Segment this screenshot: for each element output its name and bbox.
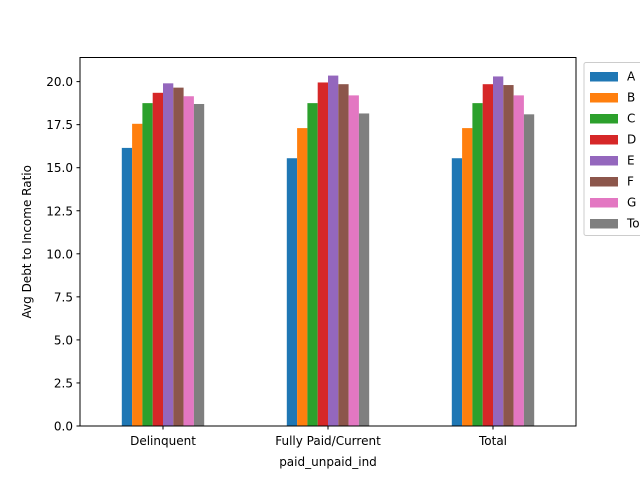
bar-A-1: [286, 158, 298, 427]
y-tick-label: 12.5: [46, 204, 73, 218]
legend-swatch-F: [590, 177, 618, 187]
y-tick-label: 17.5: [46, 118, 73, 132]
y-tick-label: 5.0: [54, 333, 73, 347]
bar-To-1: [358, 113, 370, 427]
x-tick-label: Fully Paid/Current: [275, 434, 381, 448]
bar-B-1: [297, 128, 308, 426]
bar-G-1: [348, 95, 359, 426]
legend-swatch-D: [590, 135, 618, 145]
bar-D-2: [482, 84, 493, 426]
x-axis-label: paid_unpaid_ind: [279, 455, 377, 469]
bars-group: [121, 75, 535, 427]
bar-B-2: [462, 128, 473, 426]
y-tick-label: 2.5: [54, 376, 73, 390]
y-axis-ticks: 0.0 2.5 5.0 7.5 10.0 12.5 15.0 17.5 20.0: [46, 75, 80, 434]
y-tick-label: 20.0: [46, 75, 73, 89]
bar-D-0: [152, 92, 163, 427]
legend-label-F: F: [627, 175, 634, 189]
x-tick-label: Total: [478, 434, 507, 448]
y-tick-label: 7.5: [54, 290, 73, 304]
y-tick-label: 15.0: [46, 161, 73, 175]
bar-C-2: [472, 103, 483, 426]
bar-F-2: [503, 85, 514, 427]
bar-F-1: [338, 84, 349, 426]
bar-F-0: [173, 87, 184, 426]
bar-E-2: [493, 76, 504, 426]
plot-area-frame: [79, 57, 577, 427]
bar-C-1: [307, 103, 318, 426]
legend-label-A: A: [627, 70, 636, 84]
legend-label-G: G: [627, 196, 636, 210]
y-tick-label: 0.0: [54, 420, 73, 434]
legend-swatch-B: [590, 93, 618, 103]
legend-label-C: C: [627, 112, 635, 126]
bar-To-0: [193, 103, 205, 427]
y-tick-label: 10.0: [46, 247, 73, 261]
bar-A-2: [451, 158, 463, 427]
legend-swatch-E: [590, 156, 618, 166]
bar-C-0: [142, 103, 153, 426]
bar-G-0: [183, 96, 194, 427]
bar-D-1: [317, 82, 328, 426]
bar-A-0: [121, 147, 133, 426]
x-axis-ticks: Delinquent Fully Paid/Current Total: [130, 426, 507, 448]
bar-G-2: [513, 95, 524, 426]
y-axis-label: Avg Debt to Income Ratio: [20, 165, 34, 318]
legend-label-To: To: [626, 217, 640, 231]
legend-swatch-C: [590, 114, 618, 124]
bar-B-0: [132, 123, 143, 427]
legend-swatch-G: [590, 198, 618, 208]
bar-E-1: [328, 75, 339, 426]
legend-box: [583, 62, 640, 236]
bar-To-2: [523, 114, 535, 426]
legend-swatch-To: [590, 219, 618, 229]
legend-label-D: D: [627, 133, 636, 147]
x-tick-label: Delinquent: [130, 434, 196, 448]
bar-E-0: [163, 83, 174, 426]
legend-label-E: E: [627, 154, 635, 168]
legend-swatch-A: [590, 72, 618, 82]
legend-label-B: B: [627, 91, 635, 105]
